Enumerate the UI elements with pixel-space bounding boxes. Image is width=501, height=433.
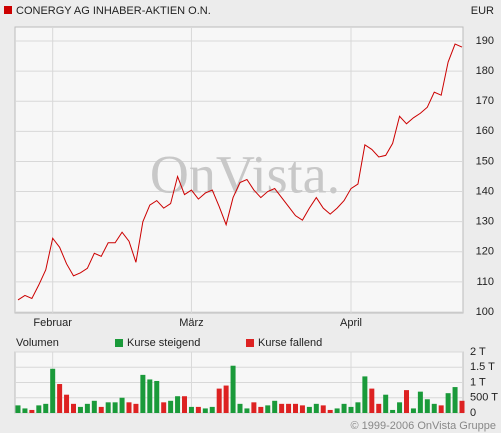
volume-bar: [98, 406, 104, 413]
volume-bar: [126, 402, 132, 413]
volume-bar: [272, 400, 278, 413]
volume-bar: [175, 396, 181, 413]
y-tick-label: 0: [470, 407, 476, 419]
watermark: OnVista.: [150, 144, 340, 204]
legend-swatch: [246, 339, 254, 347]
volume-bar: [105, 402, 111, 413]
volume-bar: [188, 406, 194, 413]
volume-bar: [77, 406, 83, 413]
volume-bar: [251, 402, 257, 413]
volume-bar: [410, 408, 416, 413]
volume-bar: [438, 405, 444, 413]
y-tick-label: 140: [476, 185, 494, 197]
chart-title: CONERGY AG INHABER-AKTIEN O.N.: [16, 5, 211, 17]
y-tick-label: 150: [476, 155, 494, 167]
y-tick-label: 130: [476, 216, 494, 228]
volume-bar: [348, 406, 354, 413]
volume-bar: [452, 387, 458, 413]
plot-area: [14, 26, 464, 314]
price-line: [17, 43, 463, 301]
volume-bar: [36, 405, 42, 413]
volume-bar: [397, 402, 403, 413]
volume-bar: [299, 405, 305, 413]
volume-bar: [140, 374, 146, 413]
x-tick-label: April: [340, 317, 362, 329]
y-tick-label: 500 T: [470, 392, 498, 404]
copyright: © 1999-2006 OnVista Gruppe: [351, 420, 497, 432]
legend-label: Kurse steigend: [127, 337, 200, 349]
volume-bar: [417, 391, 423, 413]
volume-bar: [445, 393, 451, 413]
volume-bar: [223, 385, 229, 413]
legend-swatch: [4, 6, 12, 14]
volume-bar: [209, 406, 215, 413]
volume-bar: [376, 403, 382, 413]
volume-bar: [182, 396, 187, 413]
x-tick-label: März: [179, 317, 203, 329]
volume-bar: [57, 384, 63, 413]
volume-bar: [369, 388, 375, 413]
volume-bar: [341, 403, 347, 413]
volume-bar: [279, 403, 285, 413]
volume-bar: [84, 403, 90, 413]
y-tick-label: 120: [476, 246, 494, 258]
volume-bar: [168, 400, 174, 413]
volume-bar: [320, 405, 326, 413]
volume-bar: [237, 403, 243, 413]
volume-bar: [22, 408, 28, 413]
volume-bar: [362, 376, 368, 413]
legend-swatch: [115, 339, 123, 347]
volume-bar: [355, 402, 361, 413]
volume-bar: [265, 405, 271, 413]
currency: EUR: [471, 5, 494, 17]
volume-bar: [29, 409, 35, 413]
volume-bar: [50, 368, 56, 413]
y-tick-label: 180: [476, 65, 494, 77]
y-tick-label: 100: [476, 306, 494, 318]
volume-bar: [112, 402, 118, 413]
volume-bar: [202, 408, 208, 413]
volume-bar: [15, 405, 21, 413]
y-tick-label: 190: [476, 35, 494, 47]
volume-bar: [390, 409, 396, 413]
y-tick-label: 1.5 T: [470, 361, 495, 373]
volume-bar: [313, 403, 319, 413]
y-tick-label: 110: [476, 276, 494, 288]
x-tick-label: Februar: [33, 317, 72, 329]
volume-bar: [133, 403, 139, 413]
y-tick-label: 160: [476, 125, 494, 137]
volume-bar: [404, 390, 409, 413]
volume-bar: [195, 406, 201, 413]
volume-bar: [306, 406, 312, 413]
volume-bar: [230, 365, 236, 413]
volume-bar: [91, 400, 97, 413]
volume-bar: [327, 409, 333, 413]
volume-bar: [431, 403, 437, 413]
volume-bar: [383, 394, 389, 413]
volume-bar: [424, 399, 430, 413]
volume-bar: [244, 408, 250, 413]
volume-bar: [161, 402, 167, 413]
volume-bar: [119, 397, 125, 413]
volume-bar: [216, 388, 222, 413]
volume-bar: [293, 403, 298, 413]
y-tick-label: 2 T: [470, 346, 486, 358]
volume-bar: [334, 408, 340, 413]
volume-bar: [286, 403, 292, 413]
volume-bar: [64, 394, 70, 413]
volume-bar: [43, 403, 49, 413]
volume-bar: [459, 400, 465, 413]
legend-label: Kurse fallend: [258, 337, 322, 349]
volume-bar: [71, 403, 76, 413]
volume-bar: [147, 379, 153, 413]
volume-title: Volumen: [16, 337, 59, 349]
y-tick-label: 1 T: [470, 376, 486, 388]
y-tick-label: 170: [476, 95, 494, 107]
volume-bar: [258, 406, 264, 413]
volume-bar: [154, 380, 160, 413]
